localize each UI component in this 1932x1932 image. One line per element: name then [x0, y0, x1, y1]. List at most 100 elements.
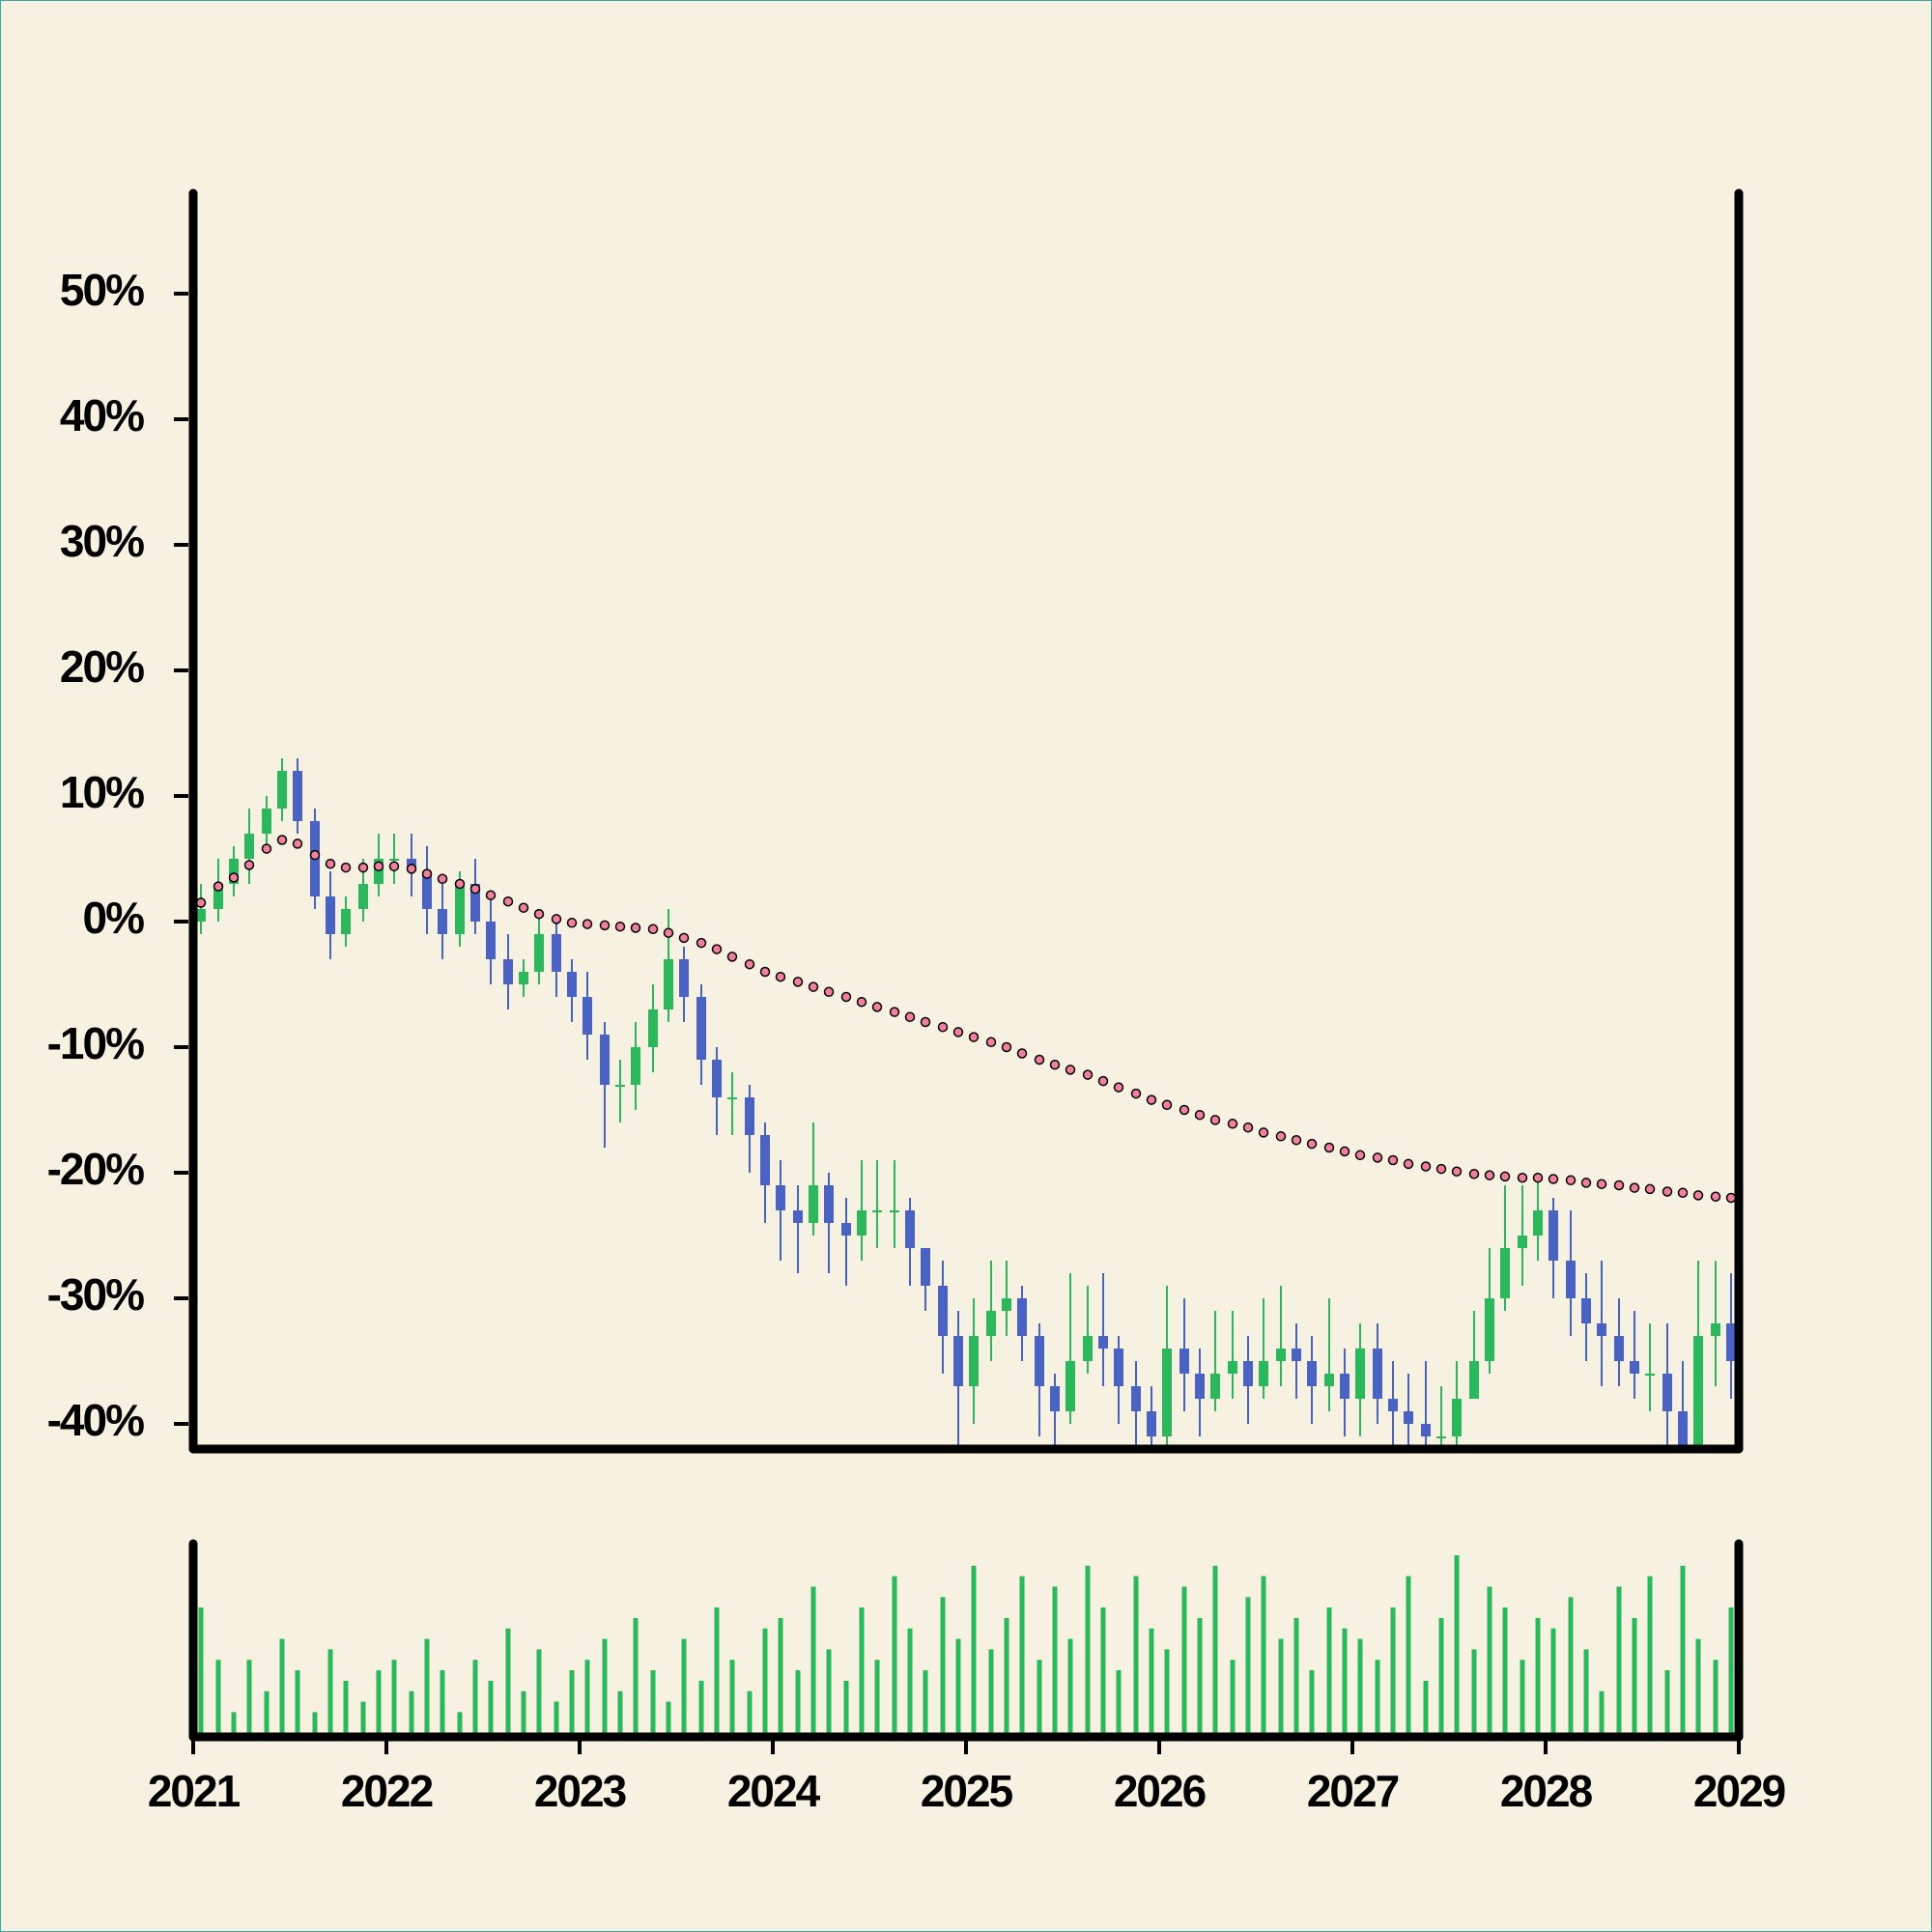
ma-dot	[1049, 1059, 1061, 1070]
candle-body	[1210, 1374, 1220, 1399]
ma-dot	[195, 897, 207, 908]
ma-dot	[952, 1027, 964, 1037]
candle-body	[1324, 1374, 1334, 1386]
candle-body	[213, 884, 223, 909]
ma-dot	[388, 861, 400, 872]
volume-bar	[1616, 1586, 1622, 1733]
candle-body	[1711, 1323, 1720, 1336]
candle-body	[1518, 1236, 1527, 1248]
volume-bar	[747, 1690, 753, 1733]
x-tick-label: 2025	[921, 1766, 1013, 1816]
y-tick-label: 20%	[60, 641, 144, 692]
candle-body	[1098, 1336, 1108, 1349]
ma-dot	[228, 872, 240, 883]
ma-dot	[518, 902, 529, 913]
candle-body	[503, 959, 513, 984]
candle-body	[229, 859, 239, 884]
candle-body	[1693, 1336, 1703, 1449]
ma-dot	[533, 908, 545, 920]
volume-bar	[1568, 1597, 1574, 1733]
candle-body	[438, 909, 447, 934]
volume-bar	[778, 1617, 783, 1733]
candle-body	[582, 997, 592, 1035]
ma-dot	[1532, 1172, 1544, 1183]
ma-dot	[614, 921, 626, 932]
volume-bar	[1390, 1607, 1396, 1733]
ma-dot	[985, 1037, 997, 1048]
candle-body	[1533, 1210, 1543, 1236]
candle-body	[1662, 1374, 1672, 1411]
candle-body	[1581, 1298, 1591, 1323]
ma-dot	[1725, 1192, 1737, 1204]
candle-body	[793, 1210, 803, 1223]
ma-dot	[373, 861, 384, 872]
ma-dot	[823, 986, 835, 998]
volume-bar	[681, 1638, 687, 1733]
volume-bar	[843, 1680, 849, 1733]
ma-dot	[1082, 1069, 1094, 1080]
candle-body	[1259, 1361, 1268, 1386]
ma-dot	[856, 996, 867, 1008]
x-tick-label: 2024	[727, 1766, 821, 1816]
volume-bar	[810, 1586, 816, 1733]
volume-bar	[1728, 1607, 1734, 1733]
candle-body	[277, 771, 287, 809]
candle-body	[1630, 1361, 1639, 1374]
candle-body	[196, 909, 206, 922]
candle-body	[1179, 1349, 1189, 1374]
ma-dot	[1258, 1127, 1269, 1138]
candle-body	[1195, 1374, 1205, 1399]
volume-bar	[698, 1680, 704, 1733]
y-tick-label: 30%	[60, 516, 144, 566]
ma-dot	[1065, 1065, 1076, 1075]
ma-dot	[1306, 1138, 1318, 1150]
volume-bar	[1520, 1660, 1525, 1733]
ma-dot	[340, 862, 352, 873]
ma-dot	[1179, 1104, 1190, 1116]
volume-bar	[215, 1660, 221, 1733]
volume-bar	[295, 1670, 300, 1733]
ma-dot	[1242, 1122, 1254, 1133]
candle-body	[244, 834, 254, 859]
candle-body	[1452, 1399, 1462, 1436]
ma-dot	[711, 944, 723, 954]
volume-bar	[1067, 1638, 1073, 1733]
ma-dot	[1001, 1041, 1012, 1053]
ma-dot	[566, 918, 578, 928]
ma-dot	[1468, 1169, 1480, 1179]
ma-dot	[1596, 1179, 1607, 1189]
ma-dot	[726, 952, 738, 962]
ma-dot	[1692, 1190, 1704, 1201]
ma-dot	[1146, 1094, 1157, 1105]
volume-bar	[729, 1660, 735, 1733]
volume-bar	[650, 1670, 656, 1733]
candle-body	[1597, 1323, 1606, 1336]
volume-bar	[988, 1649, 994, 1733]
ma-dot	[502, 895, 514, 907]
ma-dot	[663, 927, 674, 938]
candle-body	[1017, 1298, 1027, 1336]
candle-body	[648, 1009, 658, 1047]
ma-dot	[775, 971, 786, 982]
ma-dot	[292, 838, 303, 849]
volume-bar	[1181, 1586, 1187, 1733]
candle-body	[1114, 1349, 1123, 1386]
volume-bar	[617, 1690, 623, 1733]
volume-bar	[488, 1680, 494, 1733]
candle-body	[1083, 1336, 1093, 1361]
volume-bar	[1664, 1670, 1670, 1733]
ma-dot	[276, 835, 288, 845]
volume-bar	[1357, 1638, 1363, 1733]
volume-bar	[1583, 1649, 1589, 1733]
volume-bar	[343, 1680, 349, 1733]
volume-bar	[1149, 1628, 1154, 1733]
candle-body	[1726, 1323, 1736, 1361]
candle-body	[1050, 1386, 1060, 1411]
candle-body	[905, 1210, 915, 1248]
volume-bar	[264, 1690, 270, 1733]
volume-bar	[874, 1660, 880, 1733]
candle-body	[1307, 1361, 1317, 1386]
volume-bar	[1454, 1555, 1460, 1733]
